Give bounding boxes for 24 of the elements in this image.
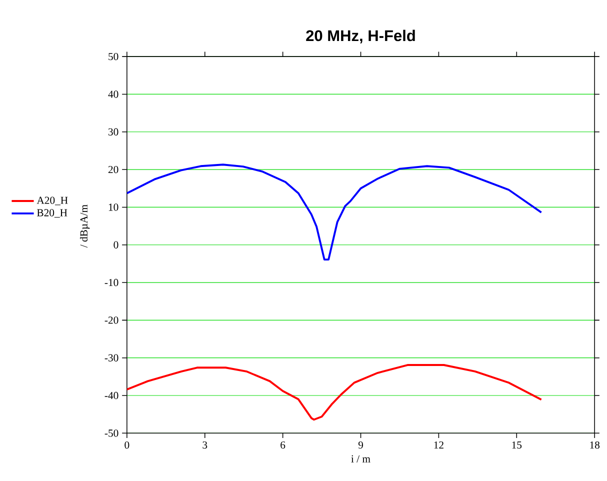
x-tick-label: 6	[280, 441, 286, 448]
y-axis-title: / dBµA/m	[80, 204, 90, 248]
y-tick-label: 20	[108, 166, 118, 173]
x-tick-label: 15	[512, 441, 522, 448]
y-tick-label: 30	[108, 128, 118, 136]
x-tick-label: 3	[202, 441, 208, 448]
legend-label: B20_H	[36, 208, 68, 218]
y-tick-label: 50	[108, 52, 118, 60]
chart-title: 20 MHz, H-Feld	[306, 30, 415, 44]
x-tick-label: 0	[124, 441, 130, 448]
line-series	[126, 163, 542, 260]
y-tick-label: -50	[104, 429, 118, 437]
x-tick-label: 18	[590, 441, 600, 448]
x-tick-label: 9	[358, 441, 363, 448]
x-axis-title: i / m	[351, 455, 370, 462]
y-tick-label: 40	[108, 90, 118, 98]
legend-label: A20_H	[36, 196, 68, 205]
y-tick-label: 0	[114, 241, 118, 248]
y-tick-label: -40	[104, 392, 118, 399]
y-tick-label: -20	[104, 316, 118, 324]
y-tick-label: -30	[104, 354, 118, 362]
y-tick-label: 10	[108, 203, 118, 211]
y-tick-label: -10	[104, 278, 118, 286]
x-tick-label: 12	[434, 441, 444, 448]
